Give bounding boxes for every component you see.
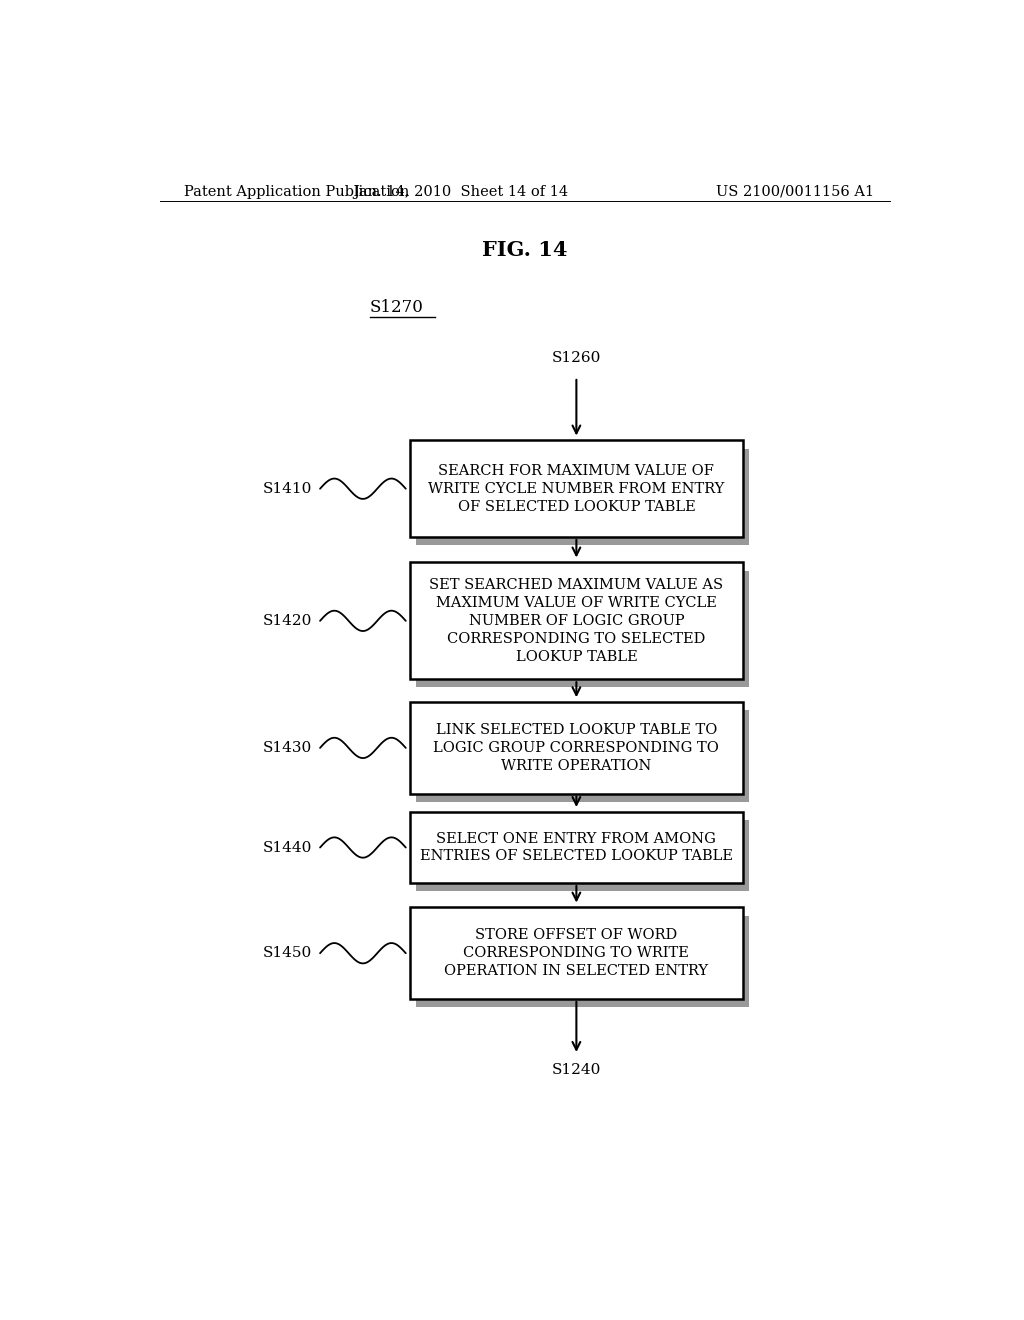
Text: S1420: S1420 <box>263 614 312 628</box>
Text: FIG. 14: FIG. 14 <box>482 240 567 260</box>
Text: S1260: S1260 <box>552 351 601 364</box>
FancyBboxPatch shape <box>410 441 743 537</box>
Text: Patent Application Publication: Patent Application Publication <box>183 185 409 199</box>
Text: LINK SELECTED LOOKUP TABLE TO
LOGIC GROUP CORRESPONDING TO
WRITE OPERATION: LINK SELECTED LOOKUP TABLE TO LOGIC GROU… <box>433 723 719 772</box>
Text: S1410: S1410 <box>263 482 312 496</box>
FancyBboxPatch shape <box>416 820 750 891</box>
Text: SEARCH FOR MAXIMUM VALUE OF
WRITE CYCLE NUMBER FROM ENTRY
OF SELECTED LOOKUP TAB: SEARCH FOR MAXIMUM VALUE OF WRITE CYCLE … <box>428 463 725 513</box>
Text: S1440: S1440 <box>263 841 312 854</box>
Text: SELECT ONE ENTRY FROM AMONG
ENTRIES OF SELECTED LOOKUP TABLE: SELECT ONE ENTRY FROM AMONG ENTRIES OF S… <box>420 832 733 863</box>
FancyBboxPatch shape <box>410 812 743 883</box>
Text: S1270: S1270 <box>370 298 424 315</box>
Text: SET SEARCHED MAXIMUM VALUE AS
MAXIMUM VALUE OF WRITE CYCLE
NUMBER OF LOGIC GROUP: SET SEARCHED MAXIMUM VALUE AS MAXIMUM VA… <box>429 578 723 664</box>
Text: S1450: S1450 <box>263 946 312 960</box>
FancyBboxPatch shape <box>416 570 750 688</box>
Text: S1430: S1430 <box>263 741 312 755</box>
FancyBboxPatch shape <box>410 702 743 793</box>
Text: S1240: S1240 <box>552 1063 601 1077</box>
Text: STORE OFFSET OF WORD
CORRESPONDING TO WRITE
OPERATION IN SELECTED ENTRY: STORE OFFSET OF WORD CORRESPONDING TO WR… <box>444 928 709 978</box>
FancyBboxPatch shape <box>416 710 750 801</box>
FancyBboxPatch shape <box>410 907 743 999</box>
Text: Jan. 14, 2010  Sheet 14 of 14: Jan. 14, 2010 Sheet 14 of 14 <box>353 185 569 199</box>
FancyBboxPatch shape <box>416 916 750 1007</box>
Text: US 2100/0011156 A1: US 2100/0011156 A1 <box>716 185 873 199</box>
FancyBboxPatch shape <box>416 449 750 545</box>
FancyBboxPatch shape <box>410 562 743 680</box>
